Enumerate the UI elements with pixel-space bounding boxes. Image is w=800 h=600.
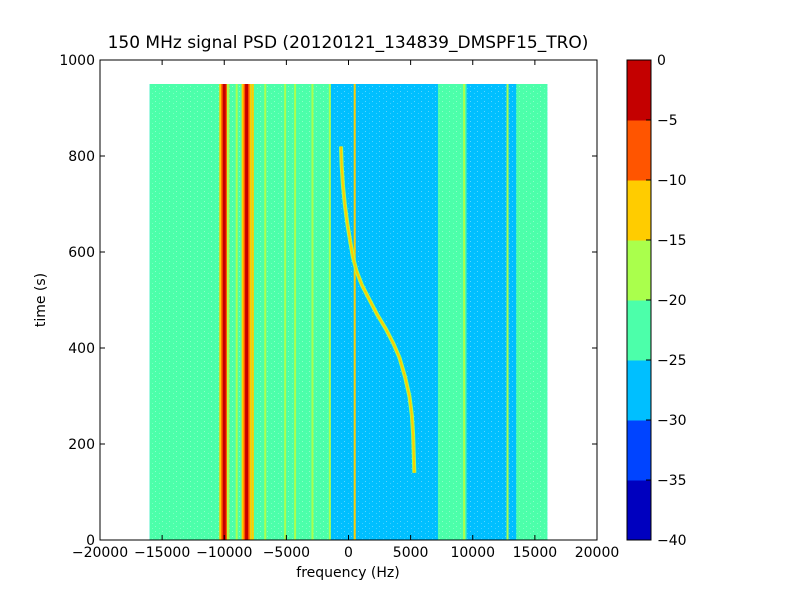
tone-line-8 bbox=[311, 84, 314, 540]
plot-area bbox=[149, 84, 548, 540]
x-axis: −20000 −15000 −10000 −5000 0 5000 10000 15000 20… bbox=[72, 60, 619, 561]
colorbar-segment bbox=[627, 120, 651, 181]
y-tick-label: 0 bbox=[86, 533, 95, 549]
tone-line-1 bbox=[226, 84, 229, 540]
chart-title: 150 MHz signal PSD (20120121_134839_DMSP… bbox=[108, 33, 589, 53]
tone-line-5 bbox=[264, 84, 267, 540]
colorbar-tick-label: −5 bbox=[657, 113, 678, 129]
colorbar-segment bbox=[627, 240, 651, 301]
tone-line-10 bbox=[353, 84, 356, 540]
x-tick-label: 0 bbox=[344, 545, 353, 561]
y-axis-label: time (s) bbox=[33, 273, 49, 327]
y-tick-label: 800 bbox=[68, 149, 95, 165]
colorbar-segment bbox=[627, 60, 651, 121]
tone-line-6 bbox=[284, 84, 287, 540]
colorbar-segment bbox=[627, 420, 651, 481]
y-tick-label: 400 bbox=[68, 341, 95, 357]
colorbar-tick-label: −15 bbox=[657, 233, 687, 249]
colorbar-segment bbox=[627, 180, 651, 241]
x-tick-label: −5000 bbox=[263, 545, 310, 561]
colorbar-tick-label: −25 bbox=[657, 353, 687, 369]
colorbar-segment bbox=[627, 480, 651, 541]
tone-line-0 bbox=[222, 84, 226, 540]
colorbar-segment bbox=[627, 300, 651, 361]
x-tick-label: −20000 bbox=[72, 545, 128, 561]
heatmap-noise bbox=[149, 84, 548, 540]
tone-line-12 bbox=[506, 84, 509, 540]
y-axis: 0 200 400 600 800 1000 bbox=[59, 53, 597, 549]
x-tick-label: 5000 bbox=[393, 545, 429, 561]
x-tick-label: 10000 bbox=[450, 545, 495, 561]
y-tick-label: 1000 bbox=[59, 53, 95, 69]
colorbar-tick-label: −40 bbox=[657, 533, 687, 549]
tone-line-9 bbox=[328, 84, 331, 540]
y-tick-label: 200 bbox=[68, 437, 95, 453]
colorbar-tick-label: 0 bbox=[657, 53, 666, 69]
y-tick-label: 600 bbox=[68, 245, 95, 261]
signal-curve-0 bbox=[340, 146, 416, 473]
colorbar-tick-label: −30 bbox=[657, 413, 687, 429]
x-tick-label: −15000 bbox=[134, 545, 190, 561]
colorbar-tick-label: −20 bbox=[657, 293, 687, 309]
colorbar bbox=[627, 60, 651, 541]
tone-line-4 bbox=[251, 84, 254, 540]
x-tick-label: 15000 bbox=[513, 545, 558, 561]
tone-line-7 bbox=[294, 84, 297, 540]
tone-line-11 bbox=[463, 84, 466, 540]
colorbar-tick-label: −10 bbox=[657, 173, 687, 189]
colorbar-segment bbox=[627, 360, 651, 421]
x-tick-label: 20000 bbox=[575, 545, 620, 561]
colorbar-ticks: −40 −35 −30 −25 −20 −15 −10 −5 0 bbox=[646, 53, 687, 549]
tone-line-2 bbox=[235, 84, 238, 540]
colorbar-tick-label: −35 bbox=[657, 473, 687, 489]
x-axis-label: frequency (Hz) bbox=[296, 565, 399, 581]
tone-line-3 bbox=[245, 84, 249, 540]
heatmap-image bbox=[149, 84, 548, 540]
x-tick-label: −10000 bbox=[196, 545, 252, 561]
